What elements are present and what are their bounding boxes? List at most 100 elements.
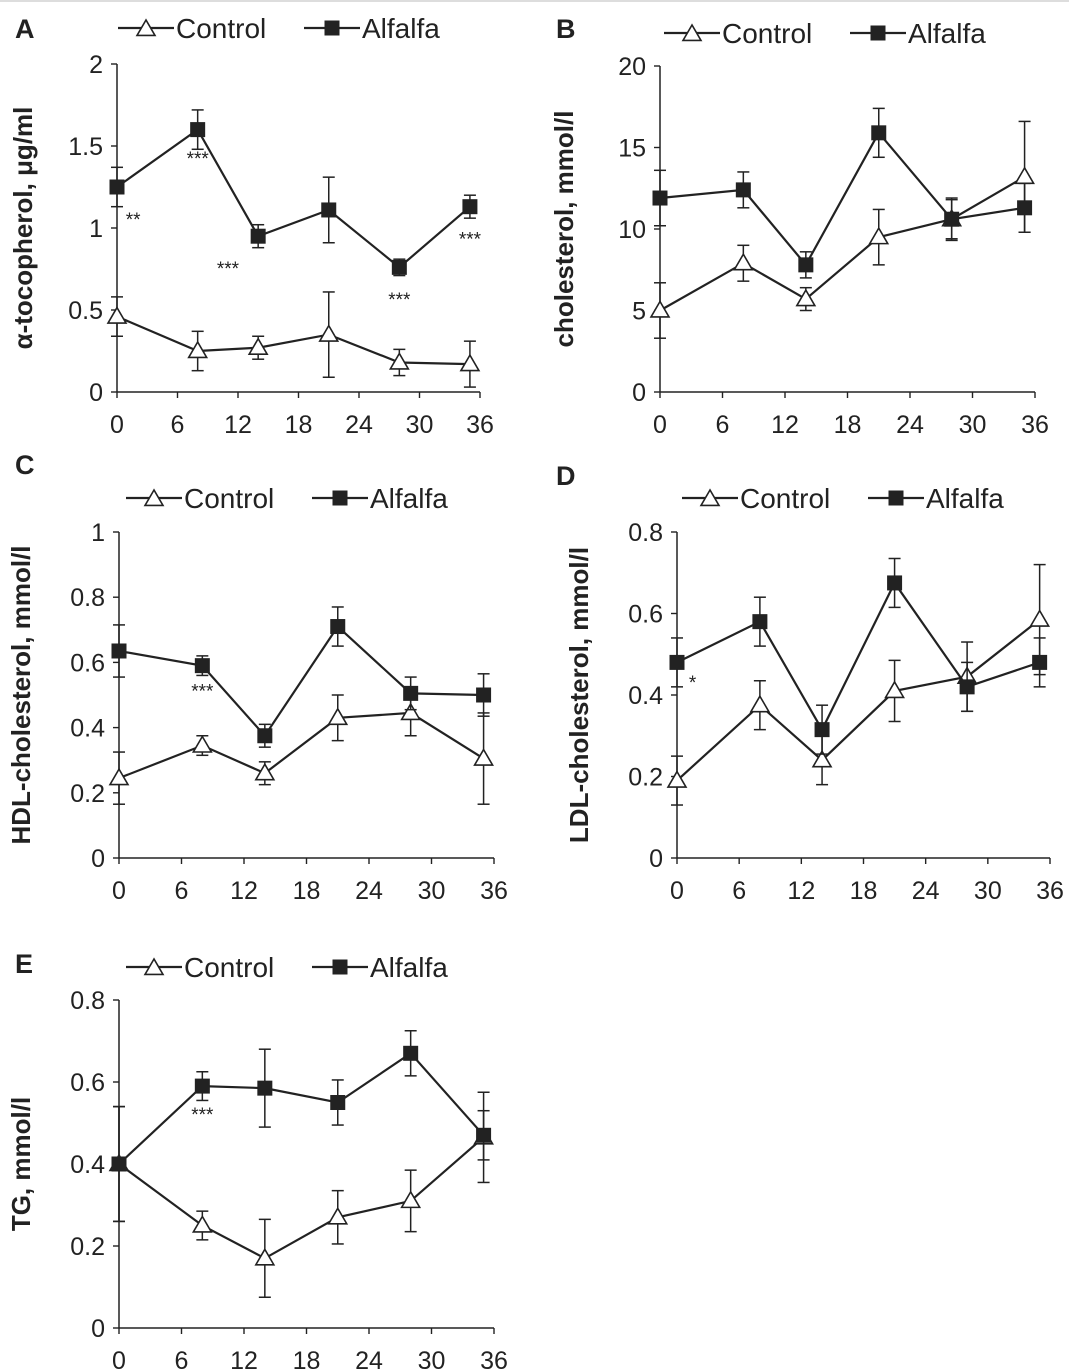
y-tick-label: 20 (618, 53, 646, 81)
legend-marker-triangle (143, 957, 165, 976)
data-point-square (1017, 200, 1033, 216)
data-point-square (798, 257, 814, 273)
legend-label: Alfalfa (926, 483, 1004, 514)
data-point-triangle (1029, 609, 1051, 627)
y-tick-label: 0.4 (628, 682, 663, 710)
data-point-triangle (400, 1190, 422, 1209)
series-control (108, 689, 494, 805)
y-tick-label: 0 (649, 845, 663, 873)
data-point-square (476, 1127, 492, 1143)
series-control (666, 563, 1051, 806)
legend-marker-triangle (681, 23, 703, 42)
data-point-square (476, 687, 492, 703)
significance-annotation: *** (191, 682, 214, 703)
y-tick-label: 1.5 (68, 133, 103, 161)
y-tick-label: 10 (618, 216, 646, 244)
x-tick-label: 36 (466, 411, 494, 439)
series-alfalfa (669, 557, 1048, 755)
data-point-square (109, 179, 125, 195)
data-point-triangle (649, 299, 671, 318)
x-tick-label: 12 (771, 411, 799, 439)
x-tick-label: 0 (653, 411, 667, 439)
series-alfalfa (109, 109, 478, 277)
legend: Control Alfalfa (118, 13, 440, 44)
series-line (118, 1136, 485, 1260)
data-point-square (330, 1095, 346, 1110)
data-point-triangle (318, 324, 340, 342)
x-tick-label: 12 (230, 877, 258, 905)
x-tick-label: 30 (406, 411, 434, 439)
y-tick-label: 0.5 (68, 297, 103, 325)
x-tick-label: 24 (355, 1347, 383, 1372)
data-point-triangle (327, 1206, 349, 1225)
data-point-square (735, 182, 751, 198)
y-tick-label: 0.6 (70, 649, 105, 677)
y-tick-label: 0.2 (70, 1233, 105, 1261)
data-point-square (257, 1080, 273, 1096)
x-tick-label: 6 (171, 411, 185, 439)
y-axis-label: LDL-cholesterol, mmol/l (564, 547, 594, 843)
y-tick-label: 0.6 (70, 1069, 105, 1097)
data-point-triangle (191, 734, 213, 753)
data-point-square (959, 679, 975, 695)
series-line (118, 711, 485, 780)
x-tick-label: 36 (480, 1347, 508, 1372)
legend-label: Control (740, 483, 830, 514)
y-tick-label: 0.2 (70, 780, 105, 808)
y-tick-label: 0 (91, 1315, 105, 1343)
series-line (676, 618, 1041, 782)
x-tick-label: 6 (716, 411, 730, 439)
data-point-triangle (1014, 166, 1035, 185)
y-tick-label: 0 (632, 379, 646, 407)
x-tick-label: 12 (224, 411, 252, 439)
data-point-square (887, 575, 903, 591)
panel-letter: B (556, 14, 576, 44)
data-point-square (330, 619, 346, 635)
y-tick-label: 0.4 (70, 1151, 105, 1179)
chart-panel-d: D 0 0.2 0.4 0.6 0.8 0 6 12 18 24 30 36 LDL-cholestero… (556, 461, 1064, 905)
chart-panel-a: A 0 0.5 1 1.5 2 0 6 12 18 24 30 36 α-tocopherol, μg/m… (8, 13, 494, 439)
data-point-triangle (811, 749, 833, 768)
data-point-square (403, 685, 419, 701)
series-line (118, 1051, 485, 1165)
y-tick-label: 1 (89, 215, 103, 243)
legend-label: Control (176, 13, 266, 44)
y-axis-label: cholesterol, mmol/l (549, 111, 579, 348)
legend: Control Alfalfa (664, 18, 986, 49)
x-tick-label: 0 (670, 877, 684, 905)
x-tick-label: 36 (1021, 411, 1049, 439)
x-tick-label: 24 (355, 877, 383, 905)
series-line (118, 624, 484, 738)
data-point-triangle (247, 337, 269, 356)
legend-marker-triangle (699, 488, 721, 507)
data-point-square (652, 190, 668, 206)
data-point-triangle (400, 702, 422, 721)
x-tick-label: 12 (787, 877, 815, 905)
data-point-square (321, 202, 337, 218)
legend-marker-square (870, 25, 886, 41)
data-point-square (257, 728, 273, 744)
data-point-square (814, 722, 830, 738)
significance-annotation: *** (187, 149, 210, 170)
legend-marker-square (324, 20, 340, 36)
series-control (649, 120, 1035, 339)
x-tick-label: 30 (418, 1347, 446, 1372)
legend: Control Alfalfa (126, 483, 448, 514)
legend-label: Control (722, 18, 812, 49)
data-point-square (871, 125, 887, 141)
x-tick-label: 12 (230, 1347, 258, 1372)
y-axis-label: TG, mmol/l (6, 1097, 36, 1231)
data-point-triangle (254, 1247, 276, 1266)
series-line (659, 130, 1025, 267)
x-tick-label: 24 (896, 411, 924, 439)
x-tick-label: 18 (834, 411, 862, 439)
legend: Control Alfalfa (126, 952, 448, 983)
y-axis-label: α-tocopherol, μg/ml (8, 107, 38, 350)
y-tick-label: 1 (91, 519, 105, 547)
data-point-square (391, 259, 407, 275)
data-point-triangle (749, 694, 771, 713)
x-tick-label: 0 (112, 1347, 126, 1372)
data-point-square (944, 211, 960, 227)
data-point-square (1032, 654, 1048, 670)
